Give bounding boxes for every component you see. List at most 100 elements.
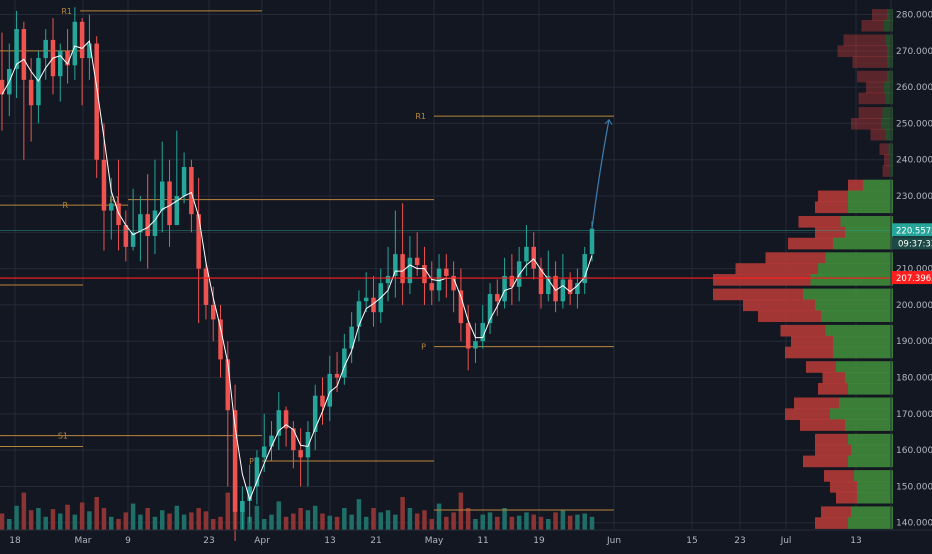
profile-bar-up — [840, 215, 893, 228]
profile-bar-up — [848, 455, 893, 468]
candle-body — [436, 268, 442, 291]
profile-bar-down — [815, 201, 848, 214]
volume-bar — [189, 512, 194, 530]
profile-bar-down — [780, 324, 826, 337]
candle-body — [203, 268, 209, 305]
time-tick-label: May — [425, 536, 444, 546]
candle-body — [546, 275, 551, 295]
volume-bar — [334, 516, 340, 530]
candle-body — [94, 43, 99, 160]
candle-body — [327, 373, 333, 407]
price-tick-label: 260.000000 — [896, 83, 932, 93]
volume-bar — [14, 505, 19, 530]
candlesticks[interactable] — [0, 7, 595, 541]
volume-bar — [101, 508, 107, 530]
candle-body — [414, 257, 420, 265]
volume-bar — [138, 514, 143, 530]
volume-bar — [407, 508, 413, 530]
candle-body — [575, 283, 580, 295]
candle-body — [189, 166, 194, 215]
volume-bar — [130, 503, 136, 530]
price-tick-label: 160.000000 — [896, 446, 932, 456]
candle-body — [196, 214, 201, 269]
countdown-tag — [892, 237, 932, 250]
profile-bar-up — [857, 491, 893, 504]
profile-bar-down — [806, 361, 836, 373]
profile-bar-up — [845, 226, 893, 239]
volume-bar — [94, 497, 99, 530]
volume-bar — [320, 513, 325, 530]
time-tick-label: 13 — [850, 536, 861, 546]
volume-bar — [28, 510, 34, 530]
volume-bar — [575, 514, 580, 530]
time-tick-label: 23 — [203, 536, 214, 546]
volume-bar — [0, 513, 5, 530]
pivot-label: P — [421, 343, 426, 352]
candle-body — [393, 254, 398, 276]
volume-bar — [524, 512, 529, 530]
time-axis[interactable]: 18 Mar 9 23 Apr 13 21 May 11 19 Jun 15 23 Jul 13 — [0, 529, 932, 546]
volume-bar — [247, 516, 252, 530]
volume-bar — [261, 519, 267, 530]
pivot-label: P — [249, 457, 254, 466]
volume-bar — [152, 516, 158, 530]
candle-body — [240, 500, 245, 512]
candle-body — [320, 395, 325, 407]
volume-bar — [145, 508, 150, 530]
profile-bar-up — [887, 70, 893, 83]
profile-bar-down — [879, 143, 889, 156]
time-tick-label: 9 — [125, 536, 131, 546]
volume-profile — [713, 9, 893, 529]
volume-bar — [531, 514, 536, 530]
profile-bar-down — [785, 346, 833, 359]
profile-bar-down — [798, 215, 841, 228]
profile-bar-up — [854, 470, 893, 482]
profile-bar-up — [885, 34, 893, 47]
volume-bar — [502, 508, 507, 530]
countdown-value: 09:37:33 — [898, 239, 932, 249]
price-axis[interactable]: 140.000000 150.000000 160.000000 170.000000… — [890, 0, 932, 530]
volume-bar — [79, 502, 85, 530]
moving-average-line — [1, 40, 593, 502]
volume-bar — [276, 501, 282, 530]
volume-bar — [546, 519, 551, 530]
candle-body — [79, 21, 85, 59]
volume-bar — [43, 516, 48, 530]
time-tick-label: 23 — [734, 536, 745, 546]
projection-arrowhead — [604, 118, 613, 126]
volume-bar — [582, 513, 587, 530]
candle-body — [524, 246, 529, 262]
price-tick-label: 230.000000 — [896, 192, 932, 202]
volume-bar — [473, 519, 478, 530]
price-tick-label: 240.000000 — [896, 156, 932, 166]
volume-bar — [181, 514, 187, 530]
projection-curve — [591, 119, 610, 229]
candle-body — [538, 268, 544, 295]
volume-bar — [553, 512, 558, 530]
profile-bar-down — [858, 92, 886, 105]
volume-bar — [567, 515, 573, 530]
profile-bar-up — [833, 335, 893, 348]
candle-body — [458, 290, 464, 324]
volume-bar — [342, 508, 347, 530]
pivot-label: R — [62, 201, 68, 210]
candle-body — [167, 181, 172, 226]
volume-bar — [538, 516, 544, 530]
candle-body — [58, 50, 63, 77]
profile-bar-up — [810, 274, 893, 286]
candle-body — [14, 29, 19, 69]
profile-bar-up — [882, 107, 893, 119]
profile-bar-up — [887, 56, 893, 68]
candle-body — [582, 254, 587, 284]
profile-bar-up — [887, 9, 893, 21]
volume-bar — [87, 511, 92, 530]
price-tick-label: 250.000000 — [896, 119, 932, 129]
volume-bar — [210, 519, 216, 530]
candle-body — [254, 457, 260, 487]
candle-body — [21, 29, 27, 80]
profile-bar-down — [794, 397, 839, 410]
volume-bar — [203, 511, 209, 530]
profile-bar-up — [839, 397, 893, 410]
